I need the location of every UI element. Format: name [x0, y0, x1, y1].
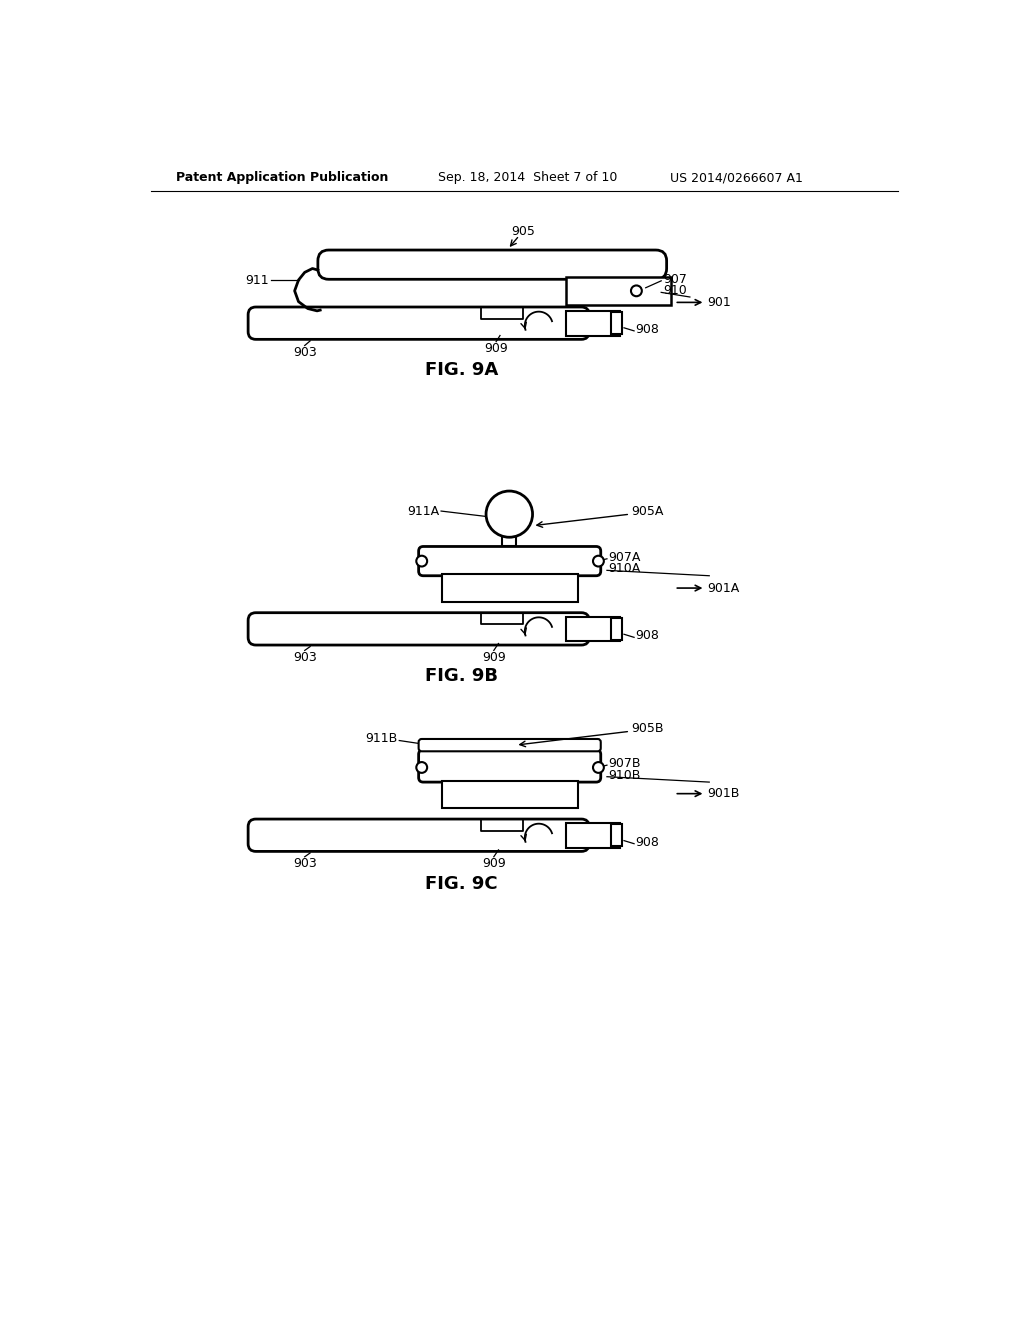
Bar [442, 574, 578, 602]
Circle shape [631, 285, 642, 296]
Circle shape [486, 491, 532, 537]
Circle shape [417, 762, 427, 774]
FancyBboxPatch shape [317, 249, 667, 280]
FancyBboxPatch shape [248, 308, 589, 339]
FancyBboxPatch shape [419, 750, 601, 781]
FancyBboxPatch shape [419, 739, 601, 751]
Bar [566, 277, 671, 305]
FancyBboxPatch shape [248, 612, 589, 645]
Bar [611, 313, 622, 334]
Text: 911: 911 [246, 273, 269, 286]
Bar [566, 616, 621, 642]
Bar [611, 618, 622, 640]
Bar [566, 822, 621, 847]
Circle shape [593, 556, 604, 566]
Text: 901A: 901A [708, 582, 740, 594]
Text: FIG. 9A: FIG. 9A [425, 362, 498, 379]
Text: 905A: 905A [632, 504, 665, 517]
Text: 903: 903 [293, 346, 316, 359]
Text: 911A: 911A [408, 504, 439, 517]
Text: FIG. 9B: FIG. 9B [425, 667, 498, 685]
Text: 905B: 905B [632, 722, 665, 735]
Text: FIG. 9C: FIG. 9C [425, 875, 498, 892]
Text: 909: 909 [482, 651, 506, 664]
Text: 907A: 907A [608, 550, 641, 564]
Text: 908: 908 [636, 630, 659, 643]
Text: 911B: 911B [366, 733, 397, 746]
Text: 908: 908 [636, 836, 659, 849]
Text: 909: 909 [484, 342, 508, 355]
Text: 907: 907 [663, 273, 687, 286]
Bar [503, 532, 516, 546]
FancyBboxPatch shape [248, 818, 589, 851]
Text: 901: 901 [708, 296, 731, 309]
Circle shape [417, 556, 427, 566]
Text: Patent Application Publication: Patent Application Publication [176, 172, 388, 185]
Bar [611, 825, 622, 846]
Text: 905: 905 [511, 224, 536, 238]
Text: US 2014/0266607 A1: US 2014/0266607 A1 [671, 172, 804, 185]
Text: 910: 910 [663, 284, 686, 297]
Text: 908: 908 [636, 323, 659, 335]
Text: 901B: 901B [708, 787, 740, 800]
Text: 903: 903 [293, 857, 316, 870]
Text: Sep. 18, 2014  Sheet 7 of 10: Sep. 18, 2014 Sheet 7 of 10 [438, 172, 617, 185]
Text: 909: 909 [482, 857, 506, 870]
Text: 910A: 910A [608, 562, 641, 576]
Text: 910B: 910B [608, 768, 641, 781]
Text: 907B: 907B [608, 758, 641, 770]
Bar [442, 780, 578, 808]
Circle shape [593, 762, 604, 774]
Bar [566, 312, 621, 335]
Text: 903: 903 [293, 651, 316, 664]
FancyBboxPatch shape [419, 546, 601, 576]
